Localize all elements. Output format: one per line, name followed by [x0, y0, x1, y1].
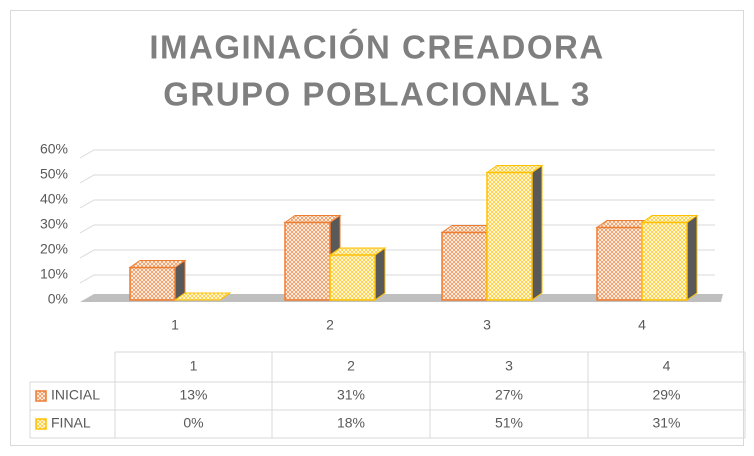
- bar: [129, 266, 176, 301]
- table-cell: 0%: [183, 415, 203, 431]
- data-table: 1 2 3 4 INICIAL 13% 31% 27% 29% FINAL 0% 18% 51% 31%: [29, 351, 746, 439]
- bar: [441, 231, 488, 301]
- legend-label: INICIAL: [51, 387, 100, 403]
- legend-key: [35, 418, 47, 430]
- table-cell: 51%: [495, 415, 523, 431]
- table-header: 1: [190, 358, 198, 374]
- table-cell: 29%: [652, 387, 680, 403]
- table-cell: 18%: [337, 415, 365, 431]
- bar-top: [283, 215, 342, 223]
- table-cell: 13%: [179, 387, 207, 403]
- table-cell: 31%: [652, 415, 680, 431]
- x-tick-label: 2: [326, 317, 334, 333]
- table-cell: 31%: [337, 387, 365, 403]
- x-tick-label: 1: [171, 317, 179, 333]
- bar-side: [531, 164, 543, 301]
- bar: [486, 171, 533, 301]
- chart-title: GRUPO POBLACIONAL 3: [163, 76, 591, 113]
- bar-side: [686, 214, 698, 301]
- table-cell: 27%: [495, 387, 523, 403]
- table-header: 3: [505, 358, 513, 374]
- bar: [329, 254, 376, 301]
- table-header: 2: [347, 358, 355, 374]
- table-header: 4: [663, 358, 671, 374]
- bar-top: [128, 260, 187, 268]
- bar: [596, 226, 643, 301]
- grid-line: [79, 149, 715, 159]
- y-tick-label: 30%: [40, 216, 68, 232]
- y-tick-label: 20%: [40, 241, 68, 257]
- floor: [80, 294, 723, 302]
- x-tick-label: 4: [638, 317, 646, 333]
- y-tick-label: 60%: [40, 141, 68, 157]
- bar: [284, 221, 331, 301]
- bar-side: [374, 247, 386, 301]
- bar-top: [173, 292, 232, 301]
- bar-top: [640, 215, 699, 223]
- bar: [641, 221, 688, 301]
- x-tick-label: 3: [483, 317, 491, 333]
- bar-top: [485, 165, 544, 173]
- chart-title: IMAGINACIÓN CREADORA: [149, 29, 604, 66]
- y-tick-label: 50%: [40, 166, 68, 182]
- y-tick-label: 0%: [48, 291, 68, 307]
- legend-label: FINAL: [51, 415, 91, 431]
- bar-top: [328, 247, 387, 256]
- y-tick-label: 10%: [40, 266, 68, 282]
- y-tick-label: 40%: [40, 191, 68, 207]
- legend-key: [35, 390, 47, 402]
